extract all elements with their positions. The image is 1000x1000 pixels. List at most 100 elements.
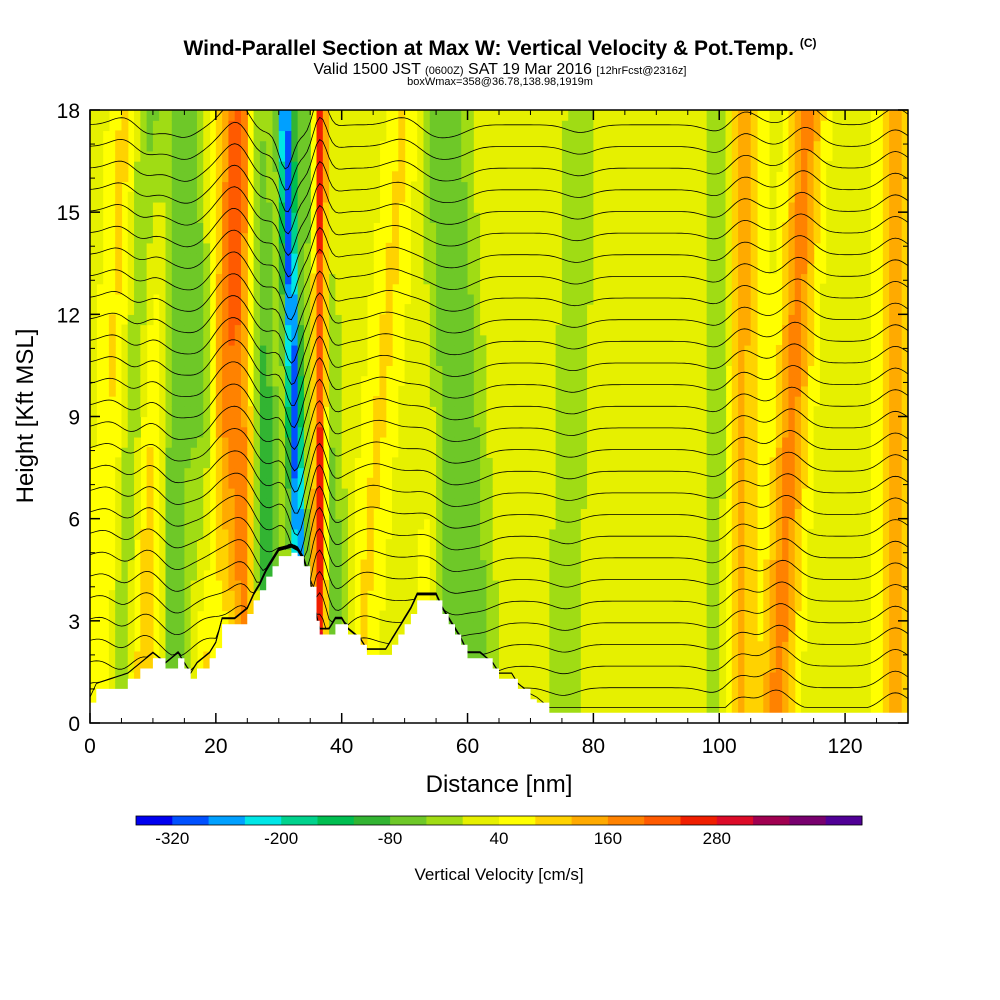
field-cell (134, 651, 141, 663)
field-cell (624, 232, 632, 244)
field-cell (398, 396, 406, 407)
field-cell (492, 631, 500, 642)
field-cell (624, 201, 632, 213)
field-cell (631, 498, 639, 510)
field-cell (473, 150, 481, 162)
field-cell (675, 559, 683, 571)
field-cell (134, 426, 141, 438)
field-cell (536, 140, 544, 152)
field-cell (499, 324, 506, 336)
field-cell (467, 590, 475, 601)
field-cell (417, 436, 425, 448)
field-cell (392, 508, 399, 520)
field-cell (480, 161, 488, 172)
field-cell (316, 130, 324, 142)
field-cell (675, 549, 683, 561)
field-cell (165, 161, 173, 172)
field-cell (580, 671, 588, 683)
field-cell (486, 620, 494, 632)
field-cell (618, 569, 626, 581)
field-cell (612, 528, 620, 540)
field-cell (605, 569, 613, 581)
field-cell (159, 631, 167, 642)
field-cell (624, 641, 632, 653)
field-cell (360, 110, 368, 121)
field-cell (322, 600, 330, 612)
field-cell (574, 110, 582, 121)
field-cell (499, 242, 506, 254)
field-cell (517, 150, 525, 162)
field-cell (568, 661, 576, 673)
field-cell (561, 253, 569, 264)
field-cell (410, 396, 418, 407)
field-cell (398, 518, 406, 530)
field-cell (297, 130, 305, 142)
field-cell (429, 477, 437, 489)
field-cell (605, 620, 613, 632)
field-cell (467, 406, 475, 418)
field-cell (637, 232, 645, 244)
field-cell (259, 416, 267, 428)
field-cell (184, 518, 192, 530)
field-cell (373, 181, 381, 193)
field-cell (285, 447, 292, 458)
field-cell (316, 120, 324, 132)
field-cell (681, 150, 689, 162)
field-cell (171, 242, 179, 254)
field-cell (461, 375, 469, 387)
field-cell (171, 120, 179, 132)
field-cell (417, 314, 425, 326)
field-cell (184, 232, 192, 244)
field-cell (530, 631, 538, 642)
field-cell (266, 283, 274, 295)
field-cell (543, 201, 550, 213)
field-cell (593, 242, 601, 254)
field-cell (561, 600, 569, 612)
field-cell (599, 467, 607, 479)
field-cell (329, 559, 336, 571)
field-cell (650, 232, 657, 244)
field-cell (159, 273, 167, 285)
field-cell (574, 293, 582, 305)
field-cell (467, 569, 475, 581)
field-cell (599, 110, 607, 121)
field-cell (159, 324, 167, 336)
field-cell (253, 539, 261, 550)
field-cell (587, 201, 594, 213)
field-cell (593, 631, 601, 642)
field-cell (499, 651, 506, 663)
field-cell (278, 426, 286, 438)
field-cell (574, 569, 582, 581)
field-cell (203, 222, 211, 234)
field-cell (159, 549, 167, 561)
field-cell (266, 436, 274, 448)
field-cell (662, 140, 670, 152)
field-cell (612, 488, 620, 499)
field-cell (612, 610, 620, 622)
field-cell (234, 396, 242, 407)
field-cell (568, 447, 576, 458)
field-cell (241, 324, 248, 336)
field-cell (587, 569, 594, 581)
field-cell (524, 283, 532, 295)
field-cell (656, 355, 664, 367)
field-cell (448, 242, 456, 254)
field-cell (467, 426, 475, 438)
field-cell (631, 610, 639, 622)
field-cell (499, 590, 506, 601)
field-cell (140, 610, 148, 622)
field-cell (499, 171, 506, 183)
field-cell (454, 539, 462, 550)
field-cell (127, 569, 135, 581)
field-cell (316, 201, 324, 213)
field-cell (637, 590, 645, 601)
field-cell (461, 590, 469, 601)
field-cell (448, 222, 456, 234)
field-cell (650, 498, 657, 510)
field-cell (643, 600, 651, 612)
field-cell (404, 498, 412, 510)
field-cell (650, 181, 657, 193)
field-cell (650, 610, 657, 622)
field-cell (587, 130, 594, 142)
field-cell (618, 140, 626, 152)
